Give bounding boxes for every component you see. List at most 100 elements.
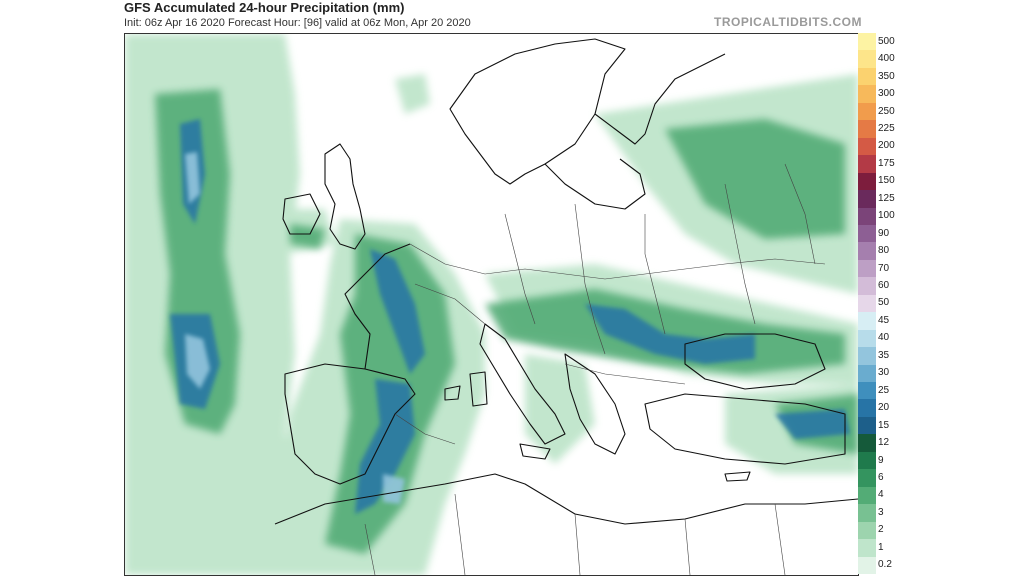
- colorbar-label: 6: [878, 472, 884, 483]
- colorbar-swatch: [858, 329, 876, 348]
- colorbar-swatch: [858, 504, 876, 522]
- colorbar-level: 200: [858, 137, 904, 156]
- colorbar-level: 150: [858, 172, 904, 191]
- colorbar-level: 2: [858, 521, 904, 540]
- colorbar-swatch: [858, 102, 876, 121]
- colorbar-level: 300: [858, 85, 904, 103]
- colorbar-label: 35: [878, 349, 890, 361]
- colorbar-level: 500: [858, 33, 904, 51]
- colorbar-label: 70: [878, 262, 890, 274]
- colorbar-label: 12: [878, 437, 890, 449]
- colorbar-level: 60: [858, 277, 904, 295]
- colorbar-label: 20: [878, 402, 890, 414]
- colorbar-level: 9: [858, 451, 904, 470]
- colorbar-swatch: [858, 539, 876, 557]
- colorbar-label: 60: [878, 280, 890, 292]
- colorbar-swatch: [858, 224, 876, 243]
- colorbar-label: 45: [878, 314, 890, 326]
- colorbar-label: 50: [878, 297, 890, 309]
- colorbar-level: 70: [858, 259, 904, 278]
- colorbar-swatch: [858, 556, 876, 574]
- colorbar-level: 3: [858, 504, 904, 522]
- colorbar-level: 350: [858, 67, 904, 86]
- colorbar-label: 0.2: [878, 559, 892, 571]
- colorbar-level: 90: [858, 224, 904, 243]
- colorbar-label: 500: [878, 35, 895, 47]
- colorbar-level: 250: [858, 102, 904, 121]
- precipitation-map[interactable]: [124, 33, 859, 576]
- colorbar-swatch: [858, 120, 876, 138]
- colorbar-swatch: [858, 347, 876, 365]
- colorbar-level: 400: [858, 50, 904, 68]
- map-title: GFS Accumulated 24-hour Precipitation (m…: [124, 0, 405, 15]
- colorbar-label: 150: [878, 175, 895, 187]
- colorbar-level: 225: [858, 120, 904, 138]
- colorbar-level: 30: [858, 364, 904, 383]
- colorbar-swatch: [858, 521, 876, 540]
- colorbar-swatch: [858, 416, 876, 435]
- colorbar-label: 175: [878, 157, 895, 169]
- colorbar-level: 0.2: [858, 556, 904, 574]
- map-subtitle: Init: 06z Apr 16 2020 Forecast Hour: [96…: [124, 17, 471, 29]
- colorbar-label: 2: [878, 524, 884, 536]
- coastlines: [274, 38, 858, 525]
- colorbar-swatch: [858, 190, 876, 208]
- colorbar-level: 175: [858, 155, 904, 173]
- colorbar-label: 15: [878, 419, 890, 431]
- colorbar-label: 90: [878, 227, 890, 239]
- colorbar-swatch: [858, 137, 876, 156]
- colorbar-label: 1: [878, 541, 884, 553]
- colorbar-level: 40: [858, 329, 904, 348]
- colorbar-swatch: [858, 85, 876, 103]
- colorbar-swatch: [858, 469, 876, 487]
- colorbar-label: 225: [878, 122, 895, 134]
- colorbar-swatch: [858, 312, 876, 330]
- colorbar-swatch: [858, 242, 876, 260]
- colorbar-label: 100: [878, 210, 895, 222]
- colorbar-label: 300: [878, 88, 895, 100]
- colorbar-level: 4: [858, 486, 904, 505]
- colorbar-swatch: [858, 172, 876, 191]
- colorbar-label: 400: [878, 53, 895, 65]
- colorbar-swatch: [858, 33, 876, 51]
- colorbar-level: 20: [858, 399, 904, 417]
- colorbar-level: 100: [858, 207, 904, 225]
- colorbar-label: 30: [878, 367, 890, 379]
- colorbar-swatch: [858, 486, 876, 505]
- colorbar-level: 125: [858, 190, 904, 208]
- colorbar-level: 15: [858, 416, 904, 435]
- colorbar-level: 80: [858, 242, 904, 260]
- colorbar-swatch: [858, 207, 876, 225]
- colorbar-level: 50: [858, 294, 904, 313]
- map-canvas: [125, 34, 858, 575]
- colorbar-label: 9: [878, 454, 884, 466]
- brand-watermark[interactable]: TROPICALTIDBITS.COM: [714, 15, 862, 29]
- colorbar-level: 25: [858, 382, 904, 400]
- colorbar-swatch: [858, 364, 876, 383]
- colorbar-swatch: [858, 277, 876, 295]
- colorbar-level: 6: [858, 469, 904, 487]
- colorbar-label: 4: [878, 489, 884, 501]
- colorbar-label: 250: [878, 105, 895, 117]
- colorbar-swatch: [858, 155, 876, 173]
- colorbar-label: 3: [878, 506, 884, 518]
- colorbar-label: 125: [878, 192, 895, 204]
- colorbar-level: 35: [858, 347, 904, 365]
- colorbar-swatch: [858, 259, 876, 278]
- colorbar-label: 350: [878, 70, 895, 82]
- colorbar-swatch: [858, 294, 876, 313]
- colorbar-swatch: [858, 399, 876, 417]
- colorbar-swatch: [858, 382, 876, 400]
- precip-very-heavy: [185, 152, 405, 504]
- colorbar-level: 45: [858, 312, 904, 330]
- colorbar-swatch: [858, 67, 876, 86]
- colorbar-label: 40: [878, 332, 890, 344]
- colorbar-label: 25: [878, 384, 890, 396]
- colorbar-swatch: [858, 451, 876, 470]
- colorbar-swatch: [858, 434, 876, 452]
- precip-colorbar: 500 400 350 300 250 225 200 175 150 125 100 90 80 70 6…: [858, 33, 904, 574]
- country-borders: [364, 163, 826, 575]
- colorbar-label: 200: [878, 140, 895, 152]
- colorbar-swatch: [858, 50, 876, 68]
- colorbar-level: 1: [858, 539, 904, 557]
